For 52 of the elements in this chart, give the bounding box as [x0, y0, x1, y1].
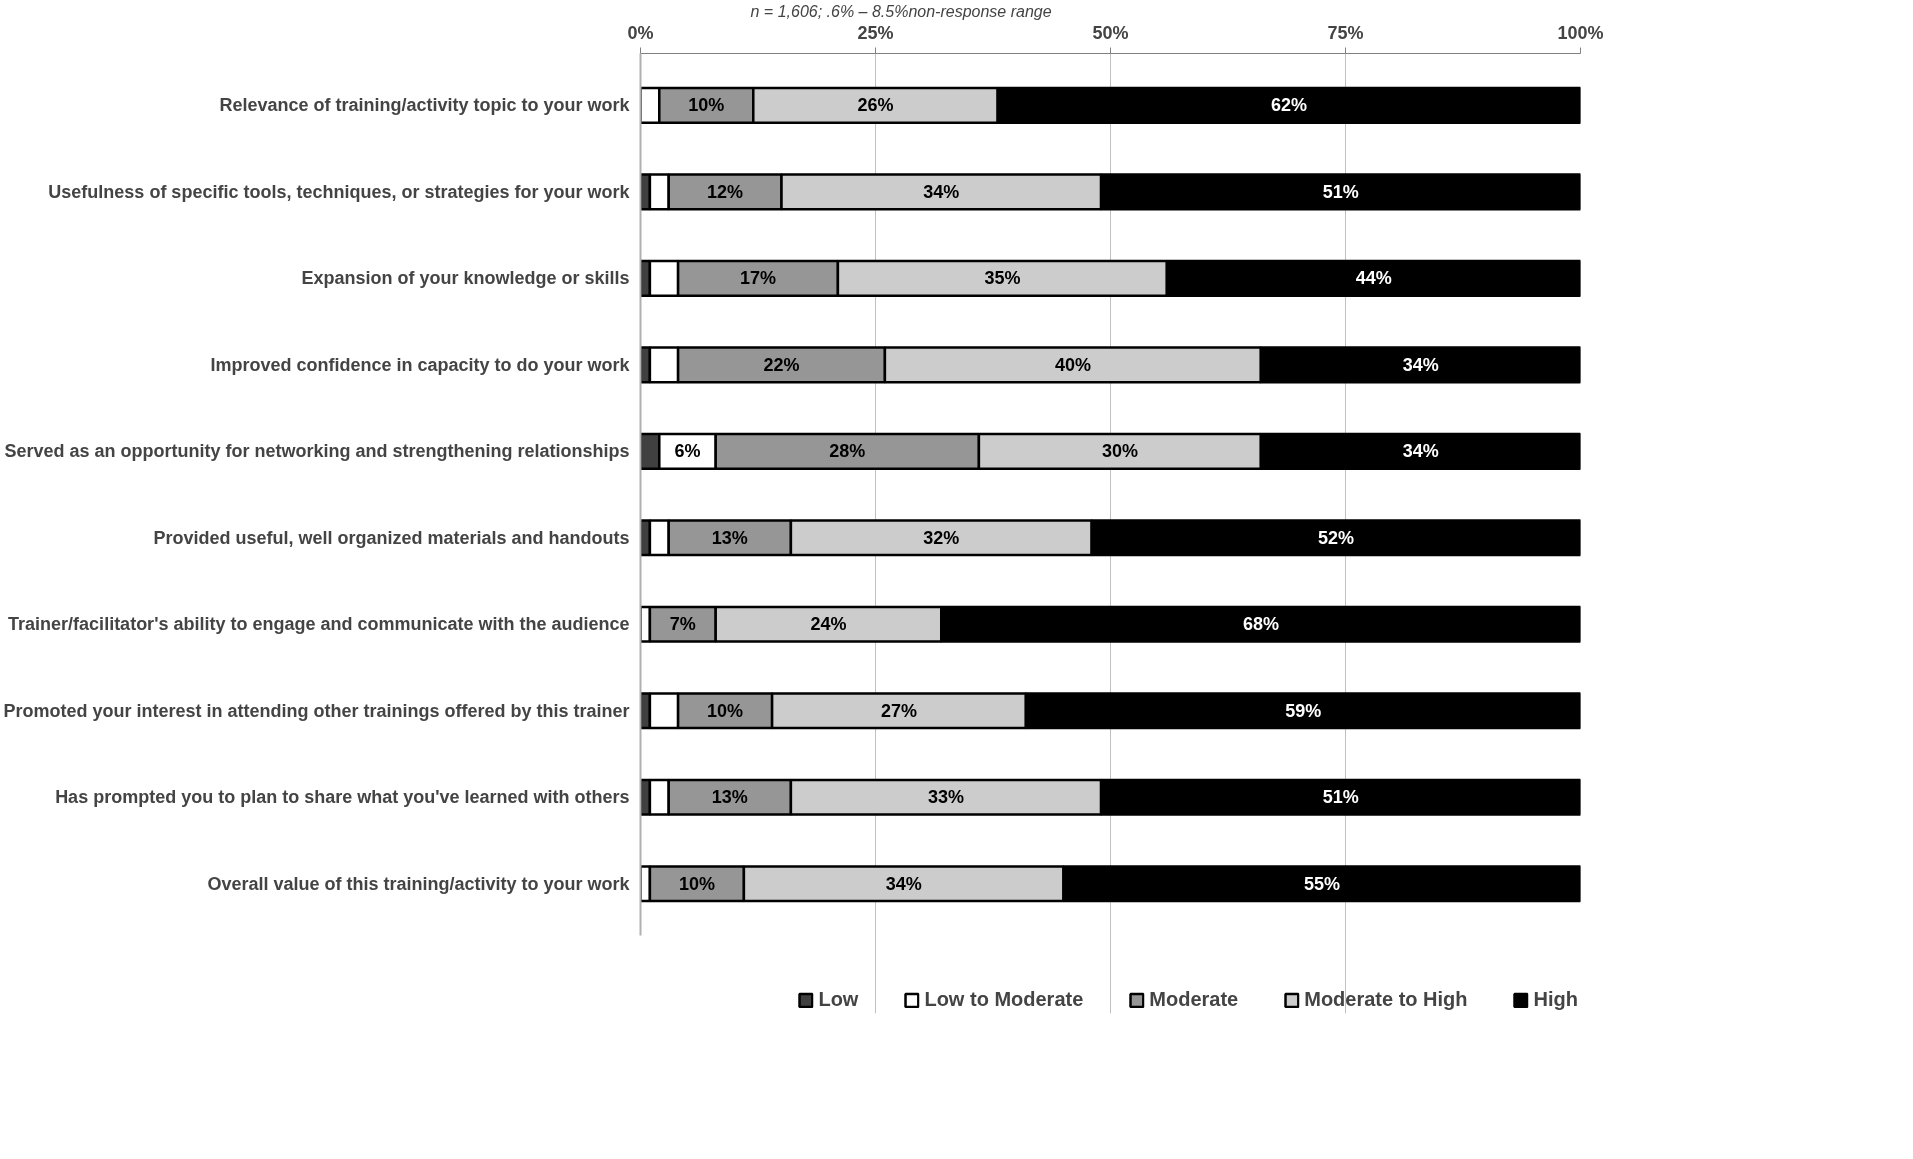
data-label: 34% — [923, 181, 960, 202]
data-label: 35% — [984, 268, 1021, 289]
data-label: 26% — [857, 95, 894, 116]
data-label: 28% — [829, 441, 866, 462]
legend-label: Low — [818, 988, 859, 1011]
x-tick-label: 25% — [857, 22, 894, 43]
legend-label: Moderate to High — [1304, 988, 1468, 1011]
y-tick-label: Expansion of your knowledge or skills — [301, 268, 630, 289]
data-label: 59% — [1285, 700, 1322, 721]
data-label: 24% — [810, 614, 847, 635]
data-label: 17% — [739, 268, 777, 289]
data-label: 6% — [674, 441, 701, 462]
y-tick-label: Promoted your interest in attending other trainings offered by this trainer — [3, 700, 630, 721]
legend-label: High — [1533, 988, 1578, 1011]
text: n = 1,606; .6% – 8.5%non-response range — [750, 2, 1052, 20]
data-label: 10% — [688, 95, 725, 116]
data-label: 13% — [711, 787, 748, 808]
data-label: 22% — [763, 354, 800, 375]
data-label: 12% — [707, 181, 744, 202]
data-label: 34% — [885, 873, 922, 894]
legend-label: Low to Moderate — [924, 988, 1084, 1011]
data-label: 68% — [1242, 614, 1279, 635]
data-label: 52% — [1318, 527, 1355, 548]
y-tick-label: Provided useful, well organized materials and handouts — [153, 527, 630, 548]
y-tick-label: Relevance of training/activity topic to your work — [219, 95, 631, 116]
data-label: 32% — [923, 527, 960, 548]
data-label: 30% — [1101, 441, 1138, 462]
data-label: 34% — [1402, 441, 1439, 462]
y-tick-label: Trainer/facilitator's ability to engage and communicate with the audience — [8, 614, 630, 635]
data-label: 55% — [1303, 873, 1341, 894]
data-label: 27% — [880, 700, 918, 721]
data-label: 7% — [669, 614, 696, 635]
y-tick-label: Has prompted you to plan to share what you've learned with others — [55, 787, 630, 808]
x-tick-label: 100% — [1557, 22, 1604, 43]
legend-label: Moderate — [1149, 988, 1239, 1011]
data-label: 44% — [1355, 268, 1392, 289]
data-label: 51% — [1322, 181, 1359, 202]
x-tick-label: 75% — [1327, 22, 1364, 43]
data-label: 34% — [1402, 354, 1439, 375]
y-tick-label: Overall value of this training/activity to your work — [207, 873, 631, 894]
data-label: 51% — [1322, 787, 1359, 808]
data-label: 62% — [1271, 95, 1308, 116]
data-label: 13% — [711, 527, 748, 548]
data-label: 10% — [678, 873, 715, 894]
data-label: 33% — [927, 787, 965, 808]
y-tick-label: Improved confidence in capacity to do your work — [210, 354, 631, 375]
x-tick-label: 0% — [627, 22, 654, 43]
y-tick-label: Usefulness of specific tools, techniques, or strategies for your work — [48, 181, 631, 202]
data-label: 40% — [1054, 354, 1091, 375]
y-tick-label: Served as an opportunity for networking and strengthening relationships — [4, 441, 630, 462]
data-label: 10% — [707, 700, 744, 721]
x-tick-label: 50% — [1092, 22, 1129, 43]
